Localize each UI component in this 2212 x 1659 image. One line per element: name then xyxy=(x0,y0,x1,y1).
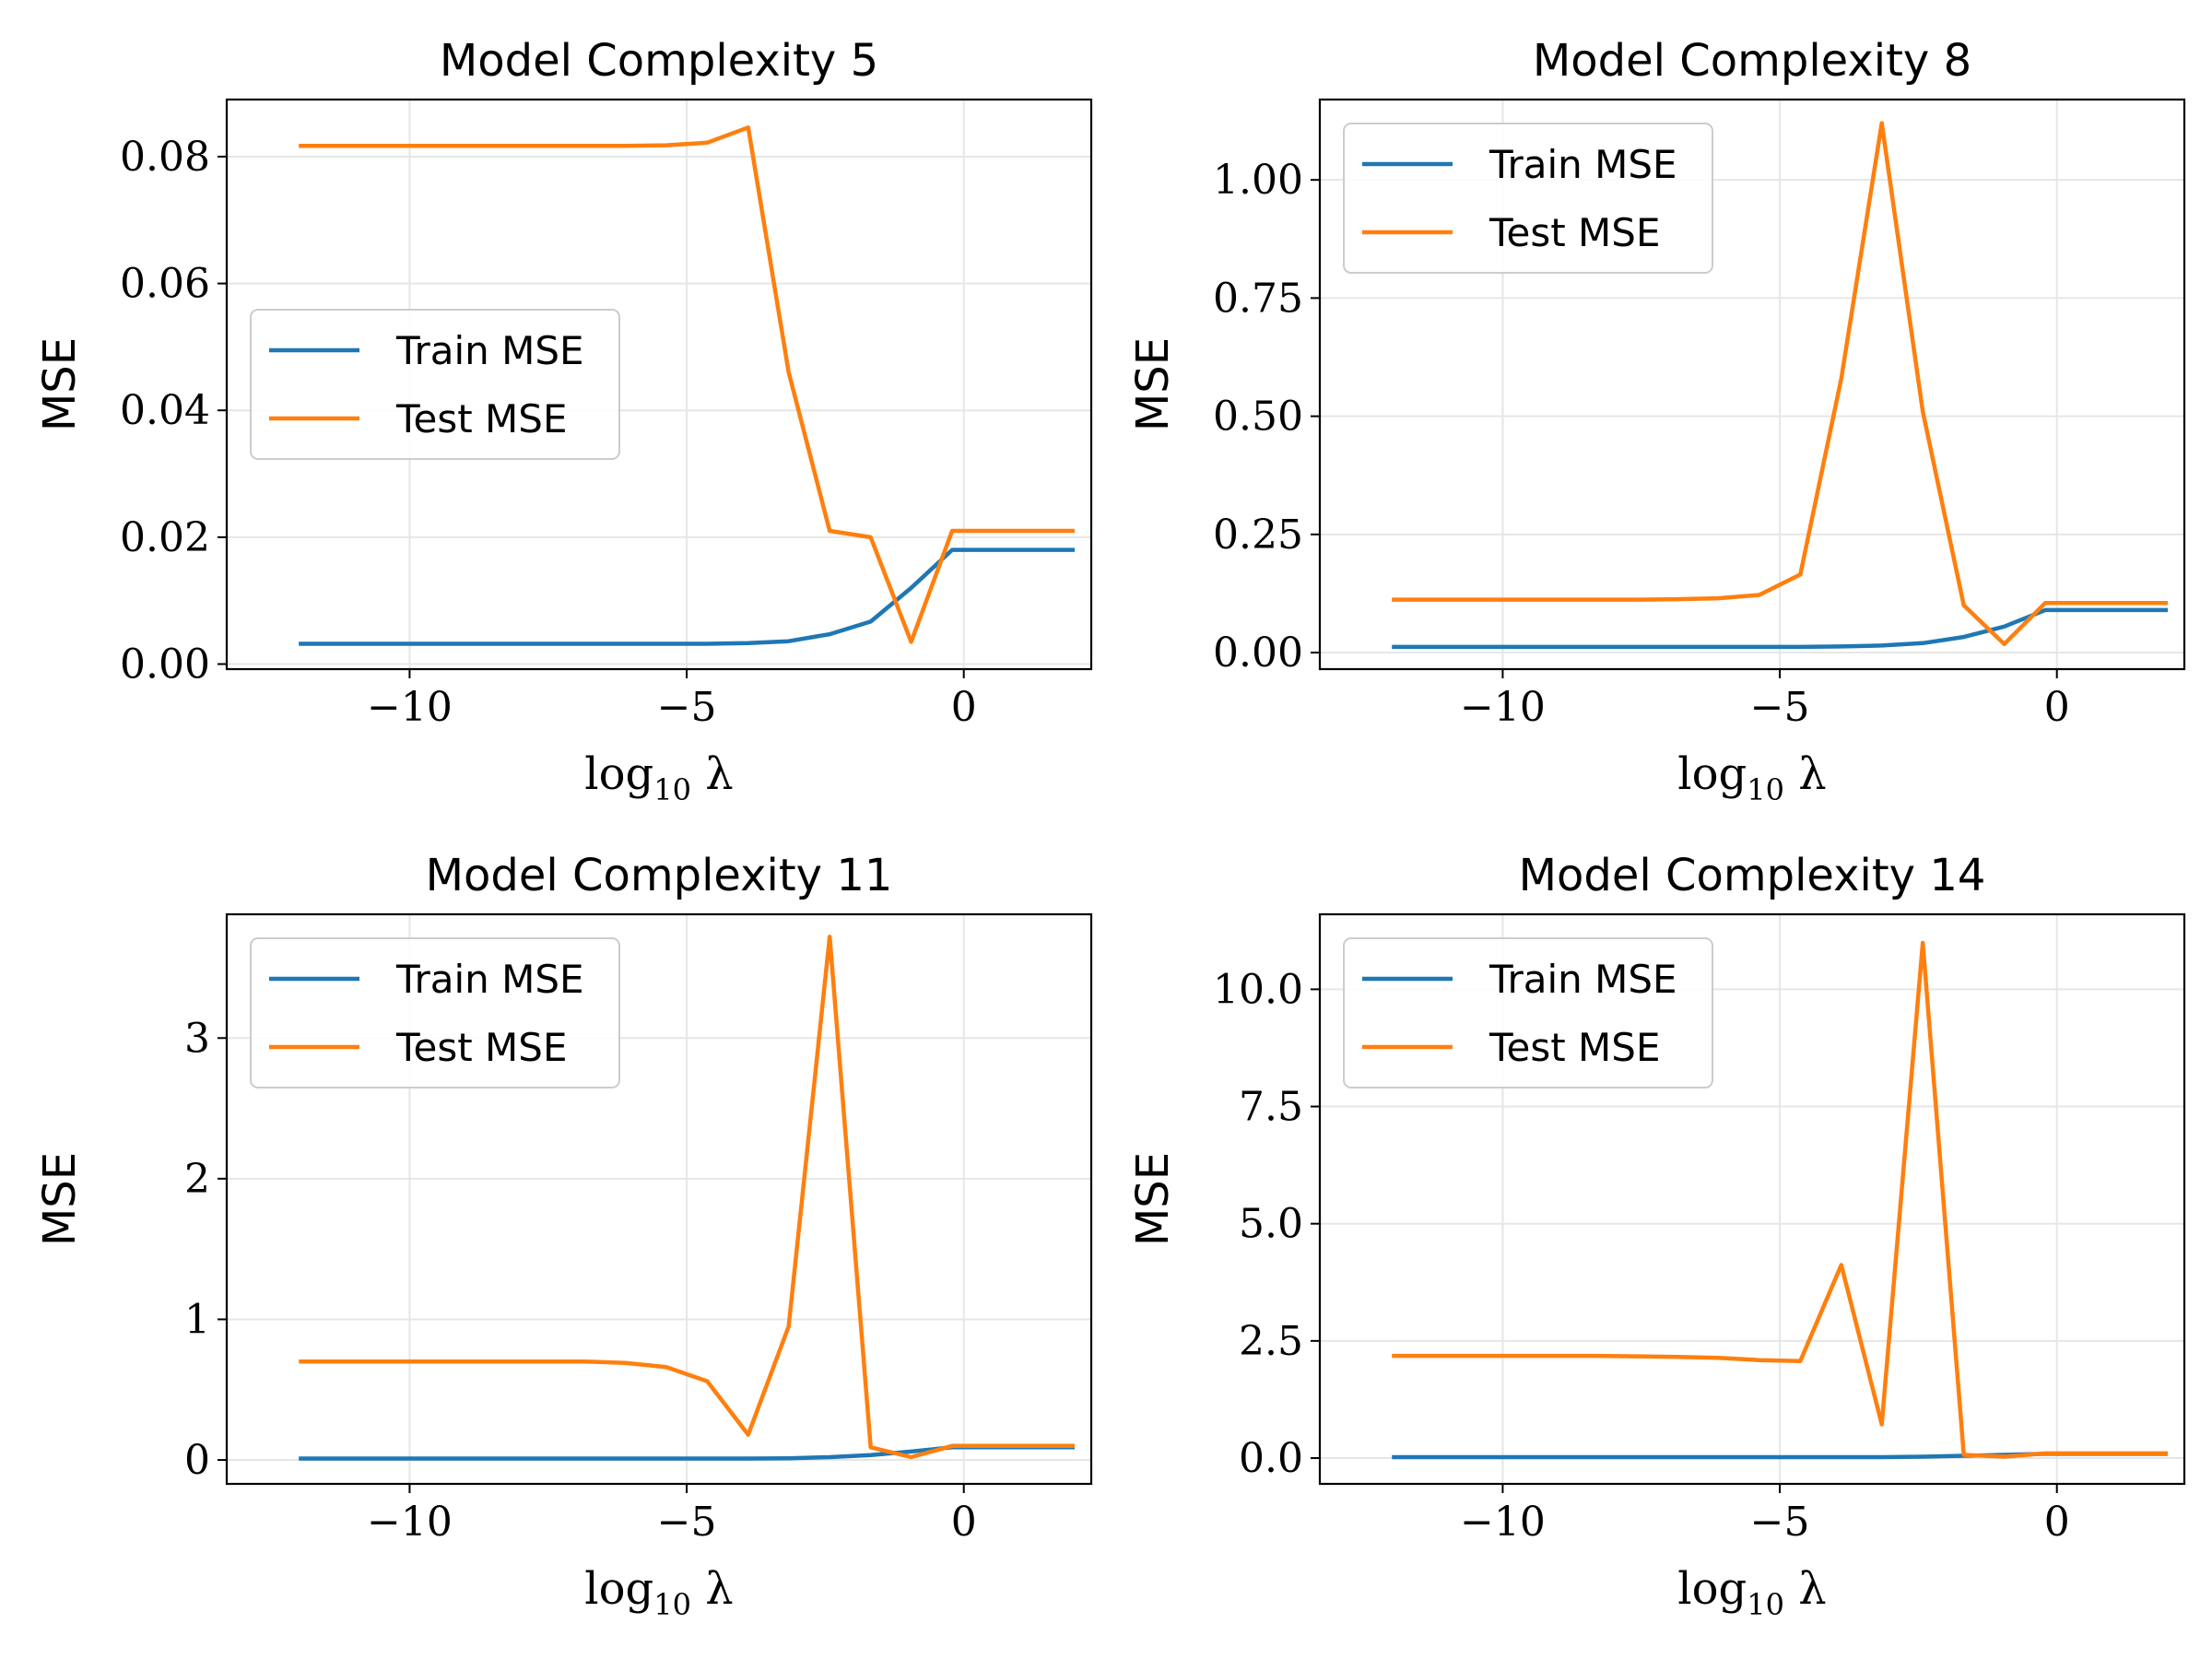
legend-box xyxy=(250,309,620,460)
x-tick-label: 0 xyxy=(2044,684,2070,731)
legend-label: Test MSE xyxy=(395,396,568,441)
y-tick-label: 0.02 xyxy=(120,514,210,561)
x-tick-label: −10 xyxy=(367,684,453,731)
y-tick-label: 0.00 xyxy=(120,641,210,688)
subplot-3: −10 −5 0 0 1 2 3 Model Complexity 11 log10 λ MSE T… xyxy=(34,850,1093,1622)
test-mse-line xyxy=(1392,121,2168,647)
y-tick-label: 1.00 xyxy=(1213,157,1303,204)
x-axis-label: log10 λ xyxy=(1677,1563,1826,1622)
subplot-1: −10 −5 0 0.00 0.02 0.04 0.06 0.08 Model Complexi… xyxy=(34,35,1093,807)
x-tick-label: −5 xyxy=(657,1499,717,1546)
x-axis-label: log10 λ xyxy=(1677,748,1826,807)
legend-label: Train MSE xyxy=(395,328,584,373)
axes-frame xyxy=(225,912,1093,1486)
y-tick-label: 3 xyxy=(184,1015,210,1062)
legend-label: Train MSE xyxy=(1488,957,1677,1002)
y-tick-label: 0.04 xyxy=(120,387,210,434)
legend: Train MSE Test MSE xyxy=(1343,937,1713,1088)
legend: Train MSE Test MSE xyxy=(250,309,620,460)
legend-box xyxy=(1343,123,1713,274)
legend-label: Test MSE xyxy=(1488,210,1661,255)
y-tick-label: 0.06 xyxy=(120,261,210,308)
legend-label: Train MSE xyxy=(395,957,584,1002)
subplot-2: −10 −5 0 0.00 0.25 0.50 0.75 1.00 Model Complexi… xyxy=(1127,35,2186,807)
y-tick-label: 1 xyxy=(184,1296,210,1343)
y-axis-label: MSE xyxy=(34,1152,86,1246)
train-mse-line xyxy=(299,547,1075,646)
y-tick-label: 2.5 xyxy=(1239,1318,1303,1365)
chart-title: Model Complexity 5 xyxy=(440,35,878,87)
subplot-4: −10 −5 0 0.0 2.5 5.0 7.5 10.0 Model Complexity 1… xyxy=(1127,850,2186,1622)
legend-label: Test MSE xyxy=(1488,1025,1661,1070)
legend: Train MSE Test MSE xyxy=(250,937,620,1088)
x-tick-label: −5 xyxy=(657,684,717,731)
y-axis-label: MSE xyxy=(34,337,86,431)
y-tick-label: 0.25 xyxy=(1213,512,1303,559)
y-tick-label: 0 xyxy=(184,1437,210,1484)
chart-title: Model Complexity 14 xyxy=(1519,850,1986,901)
x-tick-label: 0 xyxy=(951,1499,977,1546)
y-tick-label: 7.5 xyxy=(1239,1084,1303,1131)
chart-title: Model Complexity 8 xyxy=(1533,35,1971,87)
x-tick-label: 0 xyxy=(951,684,977,731)
y-tick-label: 5.0 xyxy=(1239,1201,1303,1248)
x-tick-label: −10 xyxy=(1460,1499,1546,1546)
x-axis-label: log10 λ xyxy=(584,748,733,807)
test-mse-line xyxy=(1392,940,2168,1459)
x-axis-label: log10 λ xyxy=(584,1563,733,1622)
y-tick-label: 0.50 xyxy=(1213,394,1303,441)
axes-frame xyxy=(1318,912,2186,1486)
legend-box xyxy=(1343,937,1713,1088)
legend-box xyxy=(250,937,620,1088)
y-tick-label: 2 xyxy=(184,1156,210,1203)
chart-title: Model Complexity 11 xyxy=(426,850,893,901)
y-tick-label: 10.0 xyxy=(1213,966,1303,1013)
x-tick-label: 0 xyxy=(2044,1499,2070,1546)
legend-label: Train MSE xyxy=(1488,142,1677,187)
y-tick-label: 0.75 xyxy=(1213,275,1303,322)
legend: Train MSE Test MSE xyxy=(1343,123,1713,274)
test-mse-line xyxy=(299,125,1075,644)
y-tick-label: 0.08 xyxy=(120,134,210,181)
axes-frame xyxy=(1318,98,2186,671)
train-mse-line xyxy=(1392,607,2168,650)
y-axis-label: MSE xyxy=(1127,1152,1179,1246)
y-tick-label: 0.0 xyxy=(1239,1435,1303,1482)
test-mse-line xyxy=(299,935,1075,1460)
x-tick-label: −5 xyxy=(1750,1499,1810,1546)
x-tick-label: −5 xyxy=(1750,684,1810,731)
legend-label: Test MSE xyxy=(395,1025,568,1070)
x-tick-label: −10 xyxy=(1460,684,1546,731)
y-axis-label: MSE xyxy=(1127,337,1179,431)
y-tick-label: 0.00 xyxy=(1213,629,1303,677)
x-tick-label: −10 xyxy=(367,1499,453,1546)
axes-frame xyxy=(225,98,1093,671)
